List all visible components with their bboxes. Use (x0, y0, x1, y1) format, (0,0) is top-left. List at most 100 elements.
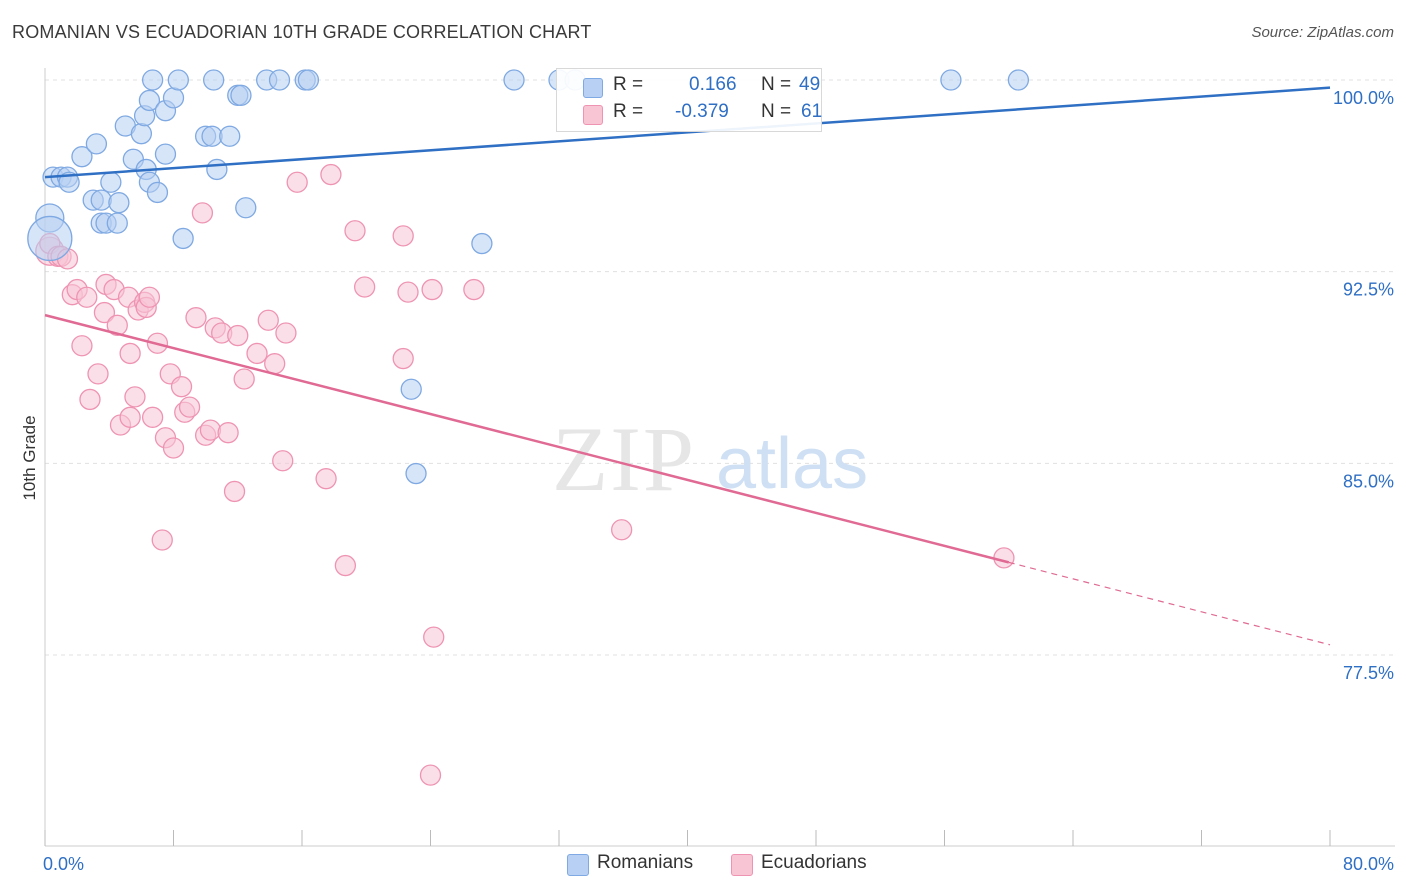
ecuadorian-point (246, 342, 268, 365)
ecuadorian-point (334, 554, 357, 577)
romanian-point (1007, 69, 1030, 91)
ecuadorians-legend-swatch (731, 854, 753, 876)
romanian-point (405, 462, 427, 485)
romanian-point (172, 227, 194, 250)
romanian-point (206, 158, 228, 181)
romanian-point (940, 69, 962, 91)
y-tick-label: 92.5% (1343, 280, 1394, 300)
romanian-point (146, 181, 169, 204)
ecuadorian-point (141, 406, 164, 428)
ecuadorian-point (275, 322, 297, 344)
ecuadorian-point (71, 335, 93, 357)
ecuadorian-point (993, 547, 1015, 569)
chart-title: ROMANIAN VS ECUADORIAN 10TH GRADE CORREL… (12, 22, 592, 42)
ecuadorian-point (191, 202, 214, 224)
ecuadorian-point (392, 347, 414, 370)
romanian-point (100, 171, 122, 193)
axes (44, 68, 1395, 847)
watermark: ZIP atlas (552, 408, 868, 510)
romanian-point (27, 215, 73, 262)
ecuadorian-point (185, 307, 207, 329)
ecuadorian-point (315, 468, 337, 490)
x-tick-label: 0.0% (43, 854, 84, 874)
ecuadorian-point (272, 450, 294, 472)
ecuadorians-trend-line (44, 313, 1010, 564)
r-label: R = (613, 101, 644, 122)
ecuadorian-point (320, 163, 342, 186)
y-axis-label: 10th Grade (20, 415, 39, 501)
ecuadorian-point (124, 386, 146, 408)
ecuadorian-point (286, 171, 308, 193)
y-tick-label: 77.5% (1343, 663, 1394, 683)
ecuadorian-point (170, 376, 193, 398)
n-value: 49 (799, 74, 821, 95)
ecuadorian-point (392, 225, 414, 247)
r-label: R = (613, 74, 644, 95)
romanian-point (154, 143, 177, 165)
r-value: 0.166 (689, 74, 737, 95)
romanian-point (400, 378, 422, 400)
ecuadorian-point (610, 519, 633, 541)
romanian-point (106, 212, 128, 234)
watermark-zip: ZIP (552, 408, 696, 510)
romanian-point (138, 89, 161, 112)
romanian-point (162, 87, 185, 109)
ecuadorian-point (199, 419, 222, 441)
romanian-point (141, 69, 164, 91)
romanian-point (58, 171, 80, 193)
ecuadorian-point (119, 406, 141, 428)
ecuadorian-point (106, 314, 128, 336)
romanians-legend-label: Romanians (597, 852, 694, 873)
romanian-point (235, 197, 257, 219)
romanian-point (219, 125, 241, 147)
ecuadorian-point (397, 281, 419, 303)
ecuadorian-point (421, 278, 443, 301)
ecuadorians-legend-label: Ecuadorians (761, 852, 867, 873)
stats-legend: R = 0.166 N = 49 R = -0.379 N = 61 (556, 68, 822, 132)
romanian-point (297, 69, 320, 91)
ecuadorian-point (178, 396, 201, 418)
ecuadorian-point (217, 422, 239, 444)
ecuadorians-trend-extension (1008, 561, 1331, 646)
n-label: N = (761, 101, 792, 122)
romanians-legend-swatch (567, 854, 589, 876)
ecuadorian-point (79, 388, 101, 411)
romanian-point (71, 146, 93, 168)
ecuadorian-point (233, 368, 255, 390)
romanian-point (268, 69, 291, 91)
r-value: -0.379 (675, 101, 729, 122)
ecuadorian-point (227, 324, 249, 347)
ecuadorian-point (87, 363, 109, 385)
romanian-point (503, 69, 525, 91)
ecuadorian-point (264, 353, 286, 375)
n-label: N = (761, 74, 792, 95)
x-tick-label: 80.0% (1343, 854, 1394, 874)
romanian-point (108, 192, 130, 214)
ecuadorian-point (119, 342, 141, 365)
ecuadorian-point (223, 480, 246, 503)
y-tick-label: 100.0% (1333, 88, 1394, 108)
ecuadorian-point (151, 529, 173, 551)
ecuadorian-point (344, 220, 366, 242)
romanian-point (201, 125, 223, 147)
romanians-swatch (583, 78, 603, 98)
romanian-point (203, 69, 225, 91)
romanians-trend-line (44, 86, 1331, 179)
source-note: Source: ZipAtlas.com (1251, 24, 1394, 41)
ecuadorians-swatch (583, 105, 603, 125)
ecuadorian-point (423, 626, 445, 648)
romanian-point (471, 232, 493, 255)
trend-lines (44, 86, 1331, 646)
romanians-points (27, 69, 1030, 485)
romanian-point (167, 69, 189, 91)
x-tick-labels: 0.0% 80.0% (43, 854, 1394, 874)
ecuadorian-point (93, 301, 116, 324)
ecuadorian-point (257, 309, 279, 331)
romanian-point (90, 189, 112, 211)
ecuadorian-point (353, 276, 376, 298)
n-value: 61 (801, 101, 823, 122)
romanian-point (130, 123, 153, 145)
y-tick-label: 85.0% (1343, 471, 1394, 491)
ecuadorian-point (419, 764, 442, 786)
